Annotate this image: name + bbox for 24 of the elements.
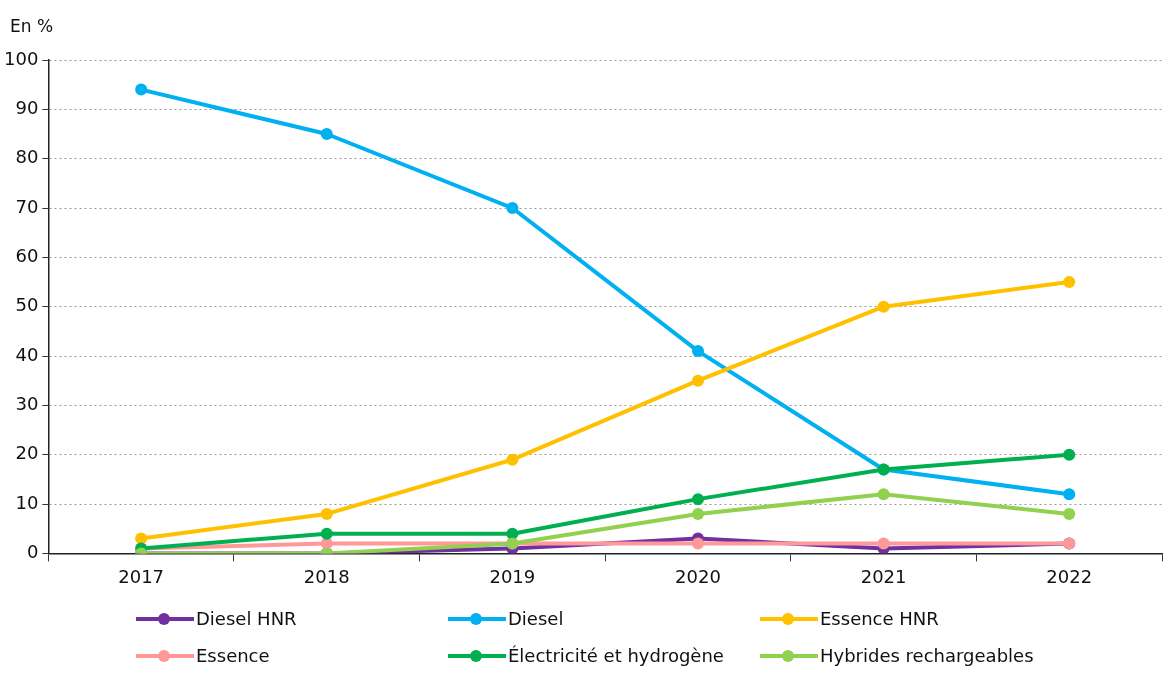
x-tick-label: 2017 [118,565,165,587]
y-axis-title: En % [10,16,54,36]
y-tick-label: 30 [15,393,39,415]
y-tick-label: 10 [15,491,39,513]
y-tick-label: 60 [15,245,39,267]
y-tick-label: 50 [15,294,39,316]
y-tick-label: 80 [15,146,39,168]
legend-label: Diesel HNR [196,608,297,629]
legend-label: Essence [196,645,270,666]
legend-label: Hybrides rechargeables [820,645,1034,666]
legend-label: Essence HNR [820,608,939,629]
y-tick-label: 0 [26,541,39,563]
y-tick-label: 40 [15,343,39,365]
y-tick-label: 70 [15,195,39,217]
x-tick-label: 2019 [489,565,536,587]
x-tick-label: 2022 [1046,565,1093,587]
y-tick-label: 100 [4,47,39,69]
x-tick-label: 2020 [675,565,721,587]
legend-label: Diesel [508,608,564,629]
x-tick-label: 2021 [860,565,907,587]
y-tick-label: 90 [15,97,39,119]
x-tick-label: 2018 [303,565,350,587]
y-tick-label: 20 [15,442,39,464]
legend-label: Électricité et hydrogène [508,645,724,666]
